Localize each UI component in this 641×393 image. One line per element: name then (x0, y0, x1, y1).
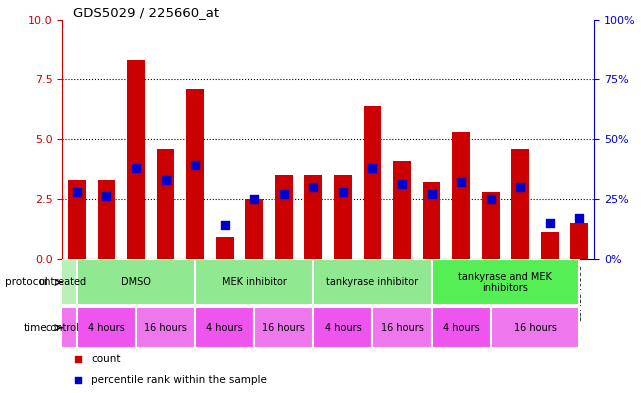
Bar (422, 182, 440, 259)
Text: GDS5029 / 225660_at: GDS5029 / 225660_at (72, 6, 219, 18)
Bar (431, 259, 579, 305)
Text: protocol: protocol (4, 277, 47, 287)
Bar (187, 89, 204, 259)
Point (308, 184, 319, 190)
Bar (453, 132, 470, 259)
Bar (216, 237, 233, 259)
Bar (136, 307, 195, 348)
Bar (313, 307, 372, 348)
Text: tankyrase and MEK
inhibitors: tankyrase and MEK inhibitors (458, 272, 553, 293)
Point (397, 181, 407, 187)
Text: 4 hours: 4 hours (206, 323, 243, 333)
Point (190, 162, 200, 169)
Bar (47, 307, 77, 348)
Point (515, 184, 526, 190)
Bar (68, 180, 86, 259)
Bar (127, 60, 145, 259)
Bar (195, 259, 313, 305)
Point (131, 165, 141, 171)
Bar (254, 307, 313, 348)
Text: DMSO: DMSO (121, 277, 151, 287)
Text: 4 hours: 4 hours (88, 323, 125, 333)
Bar (431, 307, 490, 348)
Text: count: count (92, 354, 121, 364)
Point (485, 196, 495, 202)
Text: 16 hours: 16 hours (513, 323, 556, 333)
Bar (363, 106, 381, 259)
Point (72, 189, 82, 195)
Bar (246, 199, 263, 259)
Text: 16 hours: 16 hours (262, 323, 305, 333)
Point (101, 193, 112, 200)
Bar (195, 307, 254, 348)
Bar (156, 149, 174, 259)
Bar (77, 259, 195, 305)
Point (456, 179, 466, 185)
Bar (512, 149, 529, 259)
Text: time: time (24, 323, 47, 333)
Bar (490, 307, 579, 348)
Bar (570, 223, 588, 259)
Bar (393, 161, 411, 259)
Text: untreated: untreated (38, 277, 86, 287)
Point (468, 105, 478, 111)
Bar (313, 259, 431, 305)
Point (468, 296, 478, 302)
Point (545, 220, 555, 226)
Point (279, 191, 289, 197)
Text: 4 hours: 4 hours (443, 323, 479, 333)
Text: percentile rank within the sample: percentile rank within the sample (92, 375, 267, 385)
Bar (77, 307, 136, 348)
Bar (541, 232, 558, 259)
Text: 16 hours: 16 hours (144, 323, 187, 333)
Point (367, 165, 378, 171)
Text: tankyrase inhibitor: tankyrase inhibitor (326, 277, 419, 287)
Point (338, 189, 348, 195)
Point (249, 196, 260, 202)
Bar (97, 180, 115, 259)
Text: 16 hours: 16 hours (381, 323, 424, 333)
Bar (482, 192, 499, 259)
Point (219, 222, 229, 228)
Point (426, 191, 437, 197)
Bar (304, 175, 322, 259)
Bar (47, 259, 77, 305)
Bar (275, 175, 293, 259)
Text: control: control (46, 323, 79, 333)
Bar (334, 175, 352, 259)
Point (160, 176, 171, 183)
Text: 4 hours: 4 hours (324, 323, 362, 333)
Bar (372, 307, 431, 348)
Text: MEK inhibitor: MEK inhibitor (222, 277, 287, 287)
Point (574, 215, 585, 221)
